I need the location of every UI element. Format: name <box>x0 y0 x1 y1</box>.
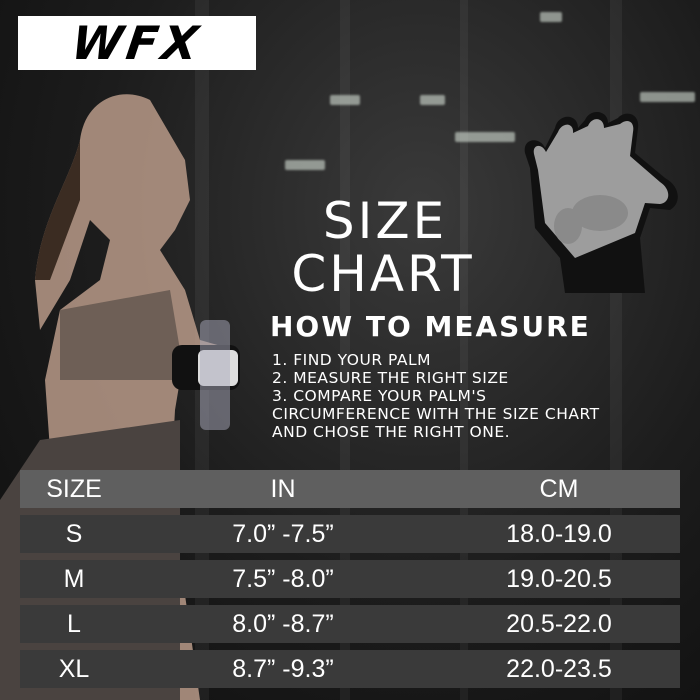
header-in: IN <box>128 470 438 508</box>
title-size: SIZE <box>322 192 448 250</box>
table-row: XL 8.7” -9.3” 22.0-23.5 <box>20 650 680 688</box>
cell-cm: 20.5-22.0 <box>438 605 680 643</box>
table-header-row: SIZE IN CM <box>20 470 680 508</box>
cell-size: S <box>20 515 128 553</box>
cell-in: 7.0” -7.5” <box>128 515 438 553</box>
step-line: 3. COMPARE YOUR PALM'S <box>272 387 487 405</box>
header-size: SIZE <box>20 470 128 508</box>
glove-product-image <box>524 112 678 294</box>
step-line: AND CHOSE THE RIGHT ONE. <box>272 423 511 441</box>
cell-cm: 18.0-19.0 <box>438 515 680 553</box>
brand-logo: WFX <box>18 16 256 70</box>
step-line: 1. FIND YOUR PALM <box>272 351 431 369</box>
table-row: M 7.5” -8.0” 19.0-20.5 <box>20 560 680 598</box>
logo-text: WFX <box>68 16 206 70</box>
cell-in: 7.5” -8.0” <box>128 560 438 598</box>
measure-steps: 1. FIND YOUR PALM 2. MEASURE THE RIGHT S… <box>272 351 600 441</box>
cell-cm: 19.0-20.5 <box>438 560 680 598</box>
table-row: L 8.0” -8.7” 20.5-22.0 <box>20 605 680 643</box>
how-to-measure-heading: HOW TO MEASURE <box>270 310 591 343</box>
title-chart: CHART <box>291 245 475 303</box>
table-row: S 7.0” -7.5” 18.0-19.0 <box>20 515 680 553</box>
cell-size: M <box>20 560 128 598</box>
cell-size: L <box>20 605 128 643</box>
cell-in: 8.0” -8.7” <box>128 605 438 643</box>
cell-in: 8.7” -9.3” <box>128 650 438 688</box>
cell-size: XL <box>20 650 128 688</box>
step-line: 2. MEASURE THE RIGHT SIZE <box>272 369 509 387</box>
header-cm: CM <box>438 470 680 508</box>
cell-cm: 22.0-23.5 <box>438 650 680 688</box>
size-table: SIZE IN CM S 7.0” -7.5” 18.0-19.0 M 7.5”… <box>20 463 680 695</box>
step-line: CIRCUMFERENCE WITH THE SIZE CHART <box>272 405 600 423</box>
